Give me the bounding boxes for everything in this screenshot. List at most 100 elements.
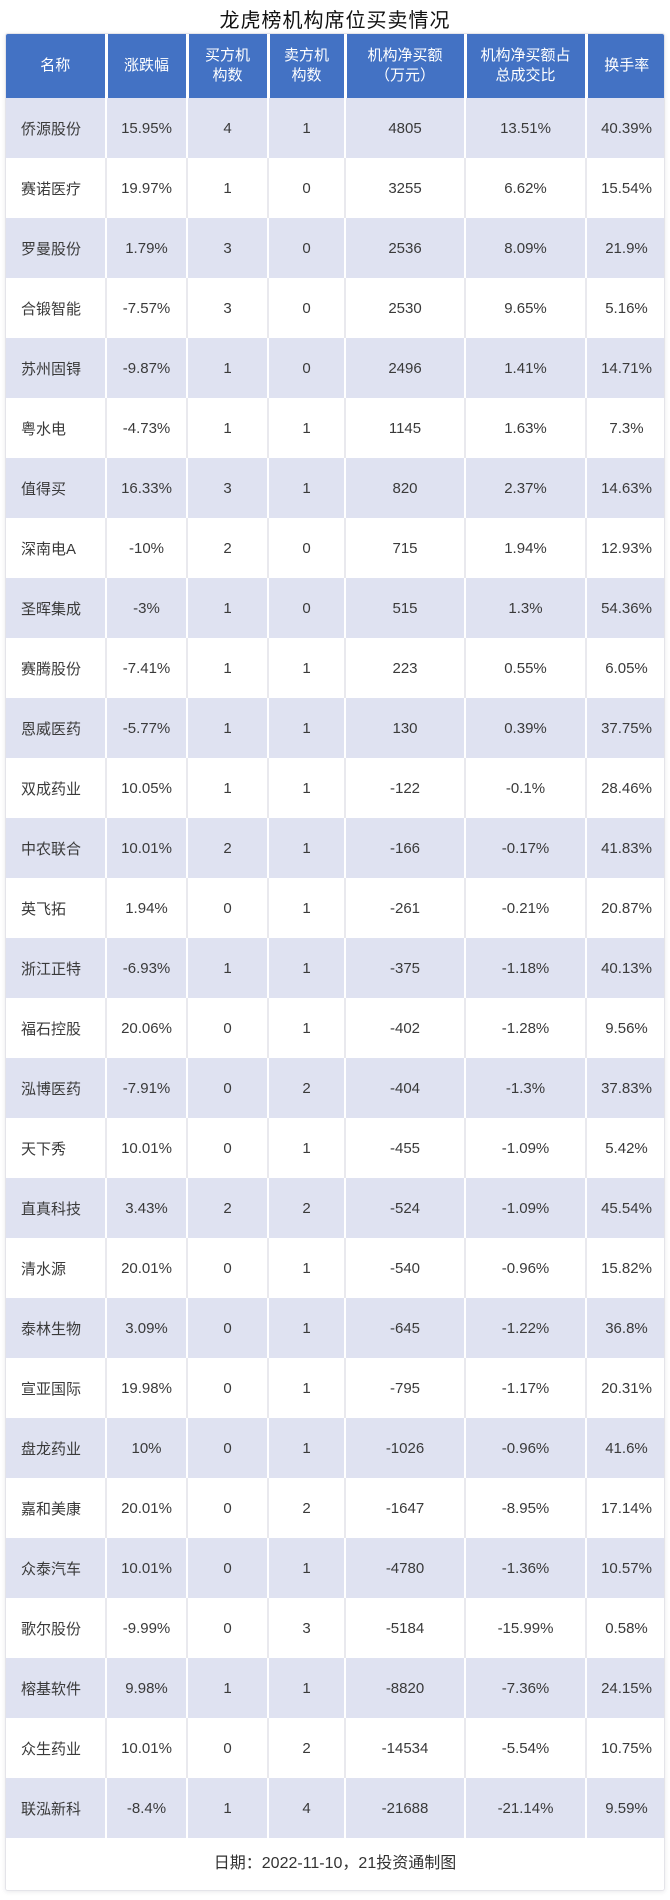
column-header: 机构净买额 （万元） xyxy=(345,34,467,98)
cell: 赛诺医疗 xyxy=(6,158,107,218)
cell: 1 xyxy=(268,1418,346,1478)
cell: 0 xyxy=(268,278,346,338)
table-row: 清水源 20.01% 0 1 -540 -0.96% 15.82% xyxy=(6,1238,664,1298)
cell: 1.63% xyxy=(465,398,587,458)
column-header: 买方机 构数 xyxy=(187,34,270,98)
cell: 泰林生物 xyxy=(6,1298,107,1358)
cell: 1 xyxy=(268,98,346,158)
cell: 10.75% xyxy=(601,1739,652,1757)
table-row: 恩威医药 -5.77% 1 1 130 0.39% 37.75% xyxy=(6,698,664,758)
cell: -122 xyxy=(345,758,466,818)
cell: 1 xyxy=(268,638,346,698)
cell: 515 xyxy=(345,578,466,638)
cell: 6.62% xyxy=(465,158,587,218)
table-row: 圣晖集成 -3% 1 0 515 1.3% 54.36% xyxy=(6,578,664,638)
cell: 10.01% xyxy=(106,1718,188,1778)
cell: 0 xyxy=(187,1598,269,1658)
cell: 3 xyxy=(268,1598,346,1658)
cell: 0 xyxy=(187,1418,269,1478)
cell: 赛腾股份 xyxy=(6,638,107,698)
cell: 24.15% xyxy=(601,1679,652,1697)
cell: 歌尔股份 xyxy=(6,1598,107,1658)
column-header: 机构净买额占 总成交比 xyxy=(465,34,588,98)
table-header: 名称 涨跌幅 买方机 构数 卖方机 构数 机构净买额 （万元） 机构净买额占 总成交比 换手… xyxy=(6,34,664,98)
cell: -524 xyxy=(345,1178,466,1238)
cell: 2 xyxy=(268,1058,346,1118)
cell: 2 xyxy=(268,1478,346,1538)
table-row: 苏州固锝 -9.87% 1 0 2496 1.41% 14.71% xyxy=(6,338,664,398)
cell: -8820 xyxy=(345,1658,466,1718)
cell: 恩威医药 xyxy=(6,698,107,758)
cell: 1 xyxy=(268,878,346,938)
table-row: 浙江正特 -6.93% 1 1 -375 -1.18% 40.13% xyxy=(6,938,664,998)
cell: -14534 xyxy=(345,1718,466,1778)
cell: 1 xyxy=(268,458,346,518)
table-body: 侨源股份 15.95% 4 1 4805 13.51% 40.39% 赛诺医疗 19.97% 1 0… xyxy=(6,98,664,1838)
cell: 3 xyxy=(187,458,269,518)
cell: -261 xyxy=(345,878,466,938)
cell: 1 xyxy=(187,638,269,698)
cell: 1 xyxy=(268,1658,346,1718)
cell: 14.71% xyxy=(601,359,652,377)
cell: -7.91% xyxy=(106,1058,188,1118)
cell: 1 xyxy=(268,998,346,1058)
cell: 16.33% xyxy=(106,458,188,518)
table-row: 侨源股份 15.95% 4 1 4805 13.51% 40.39% xyxy=(6,98,664,158)
cell: 0.58% xyxy=(605,1619,648,1637)
cell: -1.22% xyxy=(465,1298,587,1358)
table-row: 嘉和美康 20.01% 0 2 -1647 -8.95% 17.14% xyxy=(6,1478,664,1538)
cell: 1145 xyxy=(345,398,466,458)
cell: 19.98% xyxy=(106,1358,188,1418)
cell: 侨源股份 xyxy=(6,98,107,158)
cell: 0 xyxy=(268,218,346,278)
cell: 10.01% xyxy=(106,1118,188,1178)
cell: -1.17% xyxy=(465,1358,587,1418)
cell: 0.55% xyxy=(465,638,587,698)
cell: 19.97% xyxy=(106,158,188,218)
cell: 9.65% xyxy=(465,278,587,338)
cell: 1.94% xyxy=(106,878,188,938)
header-row: 名称 涨跌幅 买方机 构数 卖方机 构数 机构净买额 （万元） 机构净买额占 总成交比 换手… xyxy=(6,34,664,98)
cell: 41.83% xyxy=(601,839,652,857)
cell: 1 xyxy=(187,1658,269,1718)
institution-table: 名称 涨跌幅 买方机 构数 卖方机 构数 机构净买额 （万元） 机构净买额占 总成交比 换手… xyxy=(6,34,664,1838)
cell: 1 xyxy=(268,758,346,818)
cell: 6.05% xyxy=(605,659,648,677)
cell: -1.18% xyxy=(465,938,587,998)
cell: 17.14% xyxy=(601,1499,652,1517)
cell: -9.87% xyxy=(106,338,188,398)
cell: 榕基软件 xyxy=(6,1658,107,1718)
cell: 中农联合 xyxy=(6,818,107,878)
cell: 20.06% xyxy=(106,998,188,1058)
cell: -5.54% xyxy=(465,1718,587,1778)
cell: -0.96% xyxy=(465,1418,587,1478)
cell: 20.31% xyxy=(601,1379,652,1397)
cell: 223 xyxy=(345,638,466,698)
cell: 40.13% xyxy=(601,959,652,977)
cell: 0 xyxy=(187,1238,269,1298)
cell: 1 xyxy=(187,578,269,638)
cell: 嘉和美康 xyxy=(6,1478,107,1538)
cell: -21.14% xyxy=(465,1778,587,1838)
cell: 28.46% xyxy=(601,779,652,797)
cell: 3.43% xyxy=(106,1178,188,1238)
cell: 10.01% xyxy=(106,818,188,878)
cell: -1647 xyxy=(345,1478,466,1538)
cell: 0 xyxy=(187,1718,269,1778)
cell: 10.57% xyxy=(601,1559,652,1577)
table-row: 泓博医药 -7.91% 0 2 -404 -1.3% 37.83% xyxy=(6,1058,664,1118)
cell: 1 xyxy=(268,1118,346,1178)
cell: -5184 xyxy=(345,1598,466,1658)
cell: -8.95% xyxy=(465,1478,587,1538)
cell: 41.6% xyxy=(605,1439,648,1457)
cell: 1 xyxy=(268,698,346,758)
cell: 820 xyxy=(345,458,466,518)
cell: 1 xyxy=(187,1778,269,1838)
cell: 众生药业 xyxy=(6,1718,107,1778)
cell: 福石控股 xyxy=(6,998,107,1058)
cell: 0 xyxy=(187,1118,269,1178)
cell: 1 xyxy=(268,1538,346,1598)
cell: 众泰汽车 xyxy=(6,1538,107,1598)
cell: 4 xyxy=(187,98,269,158)
table-row: 合锻智能 -7.57% 3 0 2530 9.65% 5.16% xyxy=(6,278,664,338)
